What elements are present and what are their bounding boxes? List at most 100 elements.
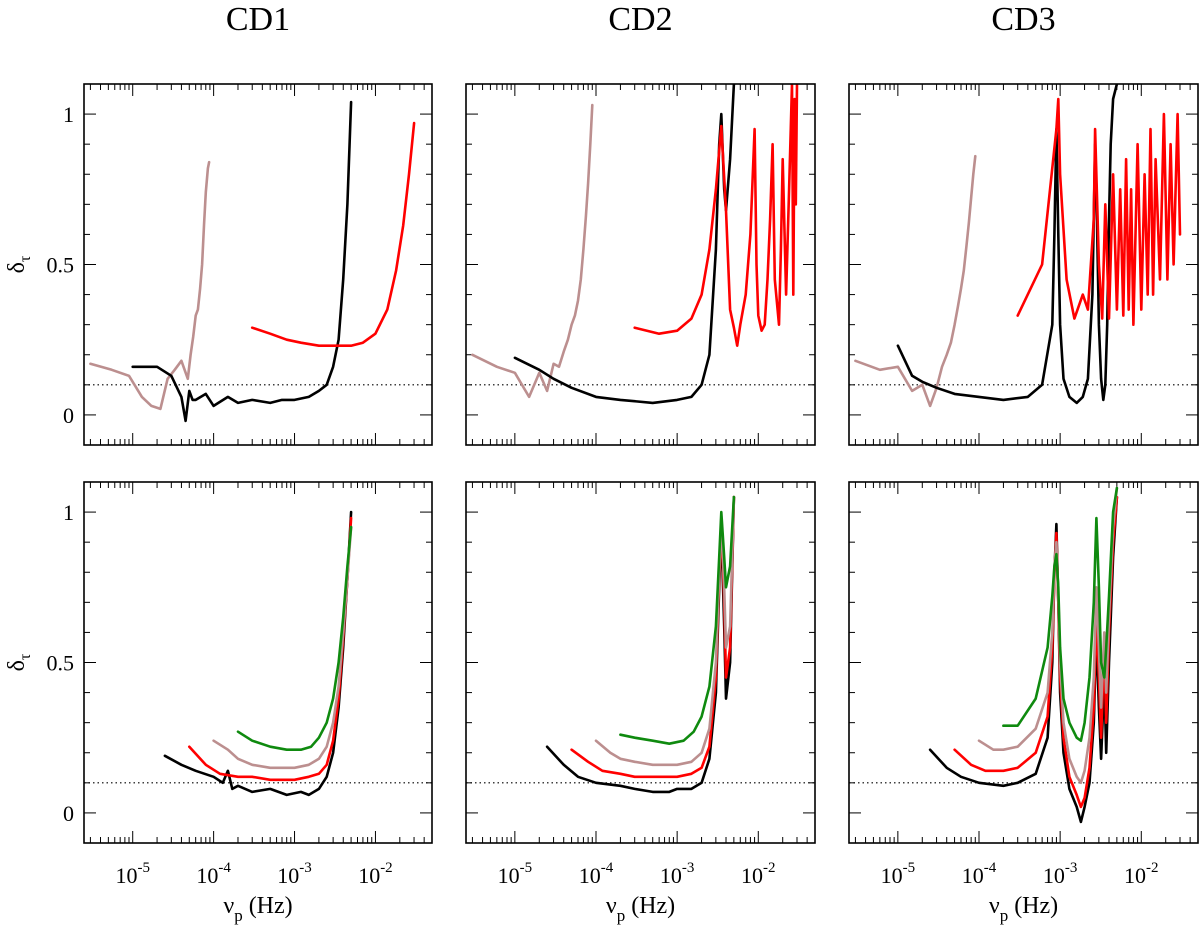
x-tick-exponent: -2 (1146, 860, 1159, 876)
x-tick-base: 10 (660, 863, 682, 888)
x-tick-exponent: -4 (601, 860, 614, 876)
series-group (89, 100, 416, 423)
series-line-black (896, 84, 1119, 405)
series-line-green (619, 495, 736, 746)
x-tick-label: 10-2 (741, 860, 776, 888)
series-group (854, 84, 1182, 408)
x-axis-label: νp (Hz) (606, 893, 675, 925)
y-tick-label: 0 (63, 403, 74, 428)
y-label-subscript: τ (17, 653, 34, 660)
x-tick-exponent: -4 (984, 860, 997, 876)
column-title-3: CD3 (991, 1, 1055, 38)
series-line-red (1016, 97, 1182, 327)
axis-ticks (466, 481, 816, 844)
x-tick-base: 10 (358, 863, 380, 888)
panel-bottom-2: 10-5 10-4 10-3 10-2νp (Hz) (465, 481, 816, 925)
y-tick-label: 1 (63, 500, 74, 525)
x-tick-label: 10-3 (277, 860, 312, 888)
x-label-subscript: p (1000, 906, 1009, 925)
axis-ticks (84, 83, 433, 446)
x-tick-exponent: -5 (520, 860, 533, 876)
axis-ticks (849, 83, 1199, 446)
plot-frame (848, 83, 1199, 446)
y-label-subscript: τ (17, 255, 34, 262)
x-tick-label: 10-5 (498, 860, 533, 888)
axis-ticks (466, 83, 816, 446)
series-line-red (250, 121, 416, 348)
y-tick-label: 0.5 (47, 651, 75, 676)
series-line-black (131, 100, 353, 423)
x-tick-label: 10-3 (660, 860, 695, 888)
y-label-symbol: δ (4, 262, 30, 273)
y-tick-label: 0.5 (47, 253, 75, 278)
series-line-brown (89, 160, 211, 411)
series-group (928, 486, 1119, 824)
x-tick-label: 10-2 (1124, 860, 1159, 888)
x-label-symbol: ν (223, 893, 234, 919)
y-tick-label: 1 (63, 102, 74, 127)
x-tick-exponent: -3 (682, 860, 695, 876)
x-tick-base: 10 (962, 863, 984, 888)
series-line-red (570, 495, 736, 779)
x-tick-exponent: -3 (299, 860, 312, 876)
series-group (545, 495, 736, 794)
column-title-1: CD1 (226, 1, 290, 38)
x-tick-label: 10-4 (962, 860, 997, 888)
series-line-green (236, 525, 353, 752)
y-label-symbol: δ (4, 660, 30, 671)
plot-frame (83, 481, 433, 844)
series-line-black (513, 84, 736, 405)
x-label-subscript: p (617, 906, 626, 925)
x-tick-label: 10-4 (196, 860, 231, 888)
x-label-unit: (Hz) (1014, 893, 1058, 919)
axis-ticks (849, 481, 1199, 844)
x-label-symbol: ν (989, 893, 1000, 919)
panel-top-2 (465, 83, 816, 446)
x-axis-label: νp (Hz) (223, 893, 292, 925)
x-axis-label: νp (Hz) (989, 893, 1058, 925)
x-tick-base: 10 (881, 863, 903, 888)
series-line-brown (594, 495, 736, 767)
plot-frame (83, 83, 433, 446)
x-tick-base: 10 (196, 863, 218, 888)
x-tick-base: 10 (115, 863, 137, 888)
series-line-brown (854, 154, 977, 408)
x-tick-base: 10 (579, 863, 601, 888)
x-tick-base: 10 (741, 863, 763, 888)
x-tick-exponent: -2 (380, 860, 393, 876)
series-group (163, 510, 353, 797)
axis-ticks (84, 481, 433, 844)
y-axis-label: δτ (4, 255, 34, 273)
x-label-unit: (Hz) (249, 893, 293, 919)
y-tick-label: 0 (63, 801, 74, 826)
x-tick-label: 10-5 (115, 860, 150, 888)
x-tick-base: 10 (277, 863, 299, 888)
x-tick-label: 10-5 (881, 860, 916, 888)
x-tick-exponent: -3 (1065, 860, 1078, 876)
series-line-brown (977, 486, 1119, 785)
panel-top-3 (848, 83, 1199, 446)
x-tick-label: 10-2 (358, 860, 393, 888)
x-label-unit: (Hz) (631, 893, 675, 919)
series-line-black (545, 495, 736, 794)
x-tick-exponent: -2 (763, 860, 776, 876)
x-label-symbol: ν (606, 893, 617, 919)
series-line-red (953, 495, 1119, 809)
x-tick-exponent: -5 (903, 860, 916, 876)
column-title-2: CD2 (608, 1, 672, 38)
x-tick-exponent: -5 (137, 860, 150, 876)
x-tick-base: 10 (1043, 863, 1065, 888)
y-axis-label: δτ (4, 653, 34, 671)
series-line-brown (471, 103, 594, 399)
x-tick-base: 10 (498, 863, 520, 888)
plot-frame (848, 481, 1199, 844)
panel-bottom-3: 10-5 10-4 10-3 10-2νp (Hz) (848, 481, 1199, 925)
x-tick-exponent: -4 (218, 860, 231, 876)
series-group (471, 84, 799, 405)
x-tick-label: 10-4 (579, 860, 614, 888)
panel-top-1: 0 0.5 1 δτ (4, 83, 433, 446)
x-label-subscript: p (234, 906, 243, 925)
series-line-red (633, 84, 799, 348)
